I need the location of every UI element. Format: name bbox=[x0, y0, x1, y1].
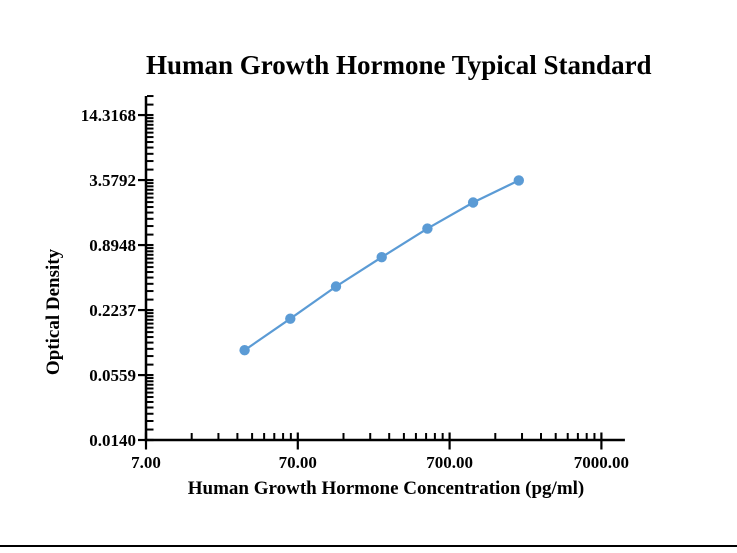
x-tick-label: 7.00 bbox=[131, 453, 161, 472]
y-tick-label: 3.5792 bbox=[89, 171, 136, 191]
data-point bbox=[239, 345, 250, 356]
x-tick-label: 70.00 bbox=[278, 453, 317, 472]
standard-curve-line bbox=[243, 179, 520, 352]
y-tick-label: 0.0140 bbox=[89, 431, 136, 450]
y-tick-label: 0.8948 bbox=[89, 236, 136, 256]
data-point bbox=[467, 197, 479, 208]
data-point bbox=[422, 223, 433, 234]
y-tick-label: 0.0559 bbox=[89, 366, 136, 386]
data-point bbox=[330, 281, 342, 292]
x-axis-title: Human Growth Hormone Concentration (pg/m… bbox=[187, 478, 585, 499]
x-tick-label: 7000.00 bbox=[573, 453, 630, 472]
data-point bbox=[513, 175, 524, 186]
data-point bbox=[376, 252, 387, 263]
x-tick-label: 700.00 bbox=[426, 453, 473, 472]
y-tick-label: 0.2237 bbox=[89, 301, 136, 321]
data-point bbox=[285, 313, 296, 324]
bottom-rule bbox=[0, 545, 737, 547]
chart-title: Human Growth Hormone Typical Standard bbox=[146, 50, 652, 80]
y-tick-label: 14.3168 bbox=[80, 106, 136, 126]
